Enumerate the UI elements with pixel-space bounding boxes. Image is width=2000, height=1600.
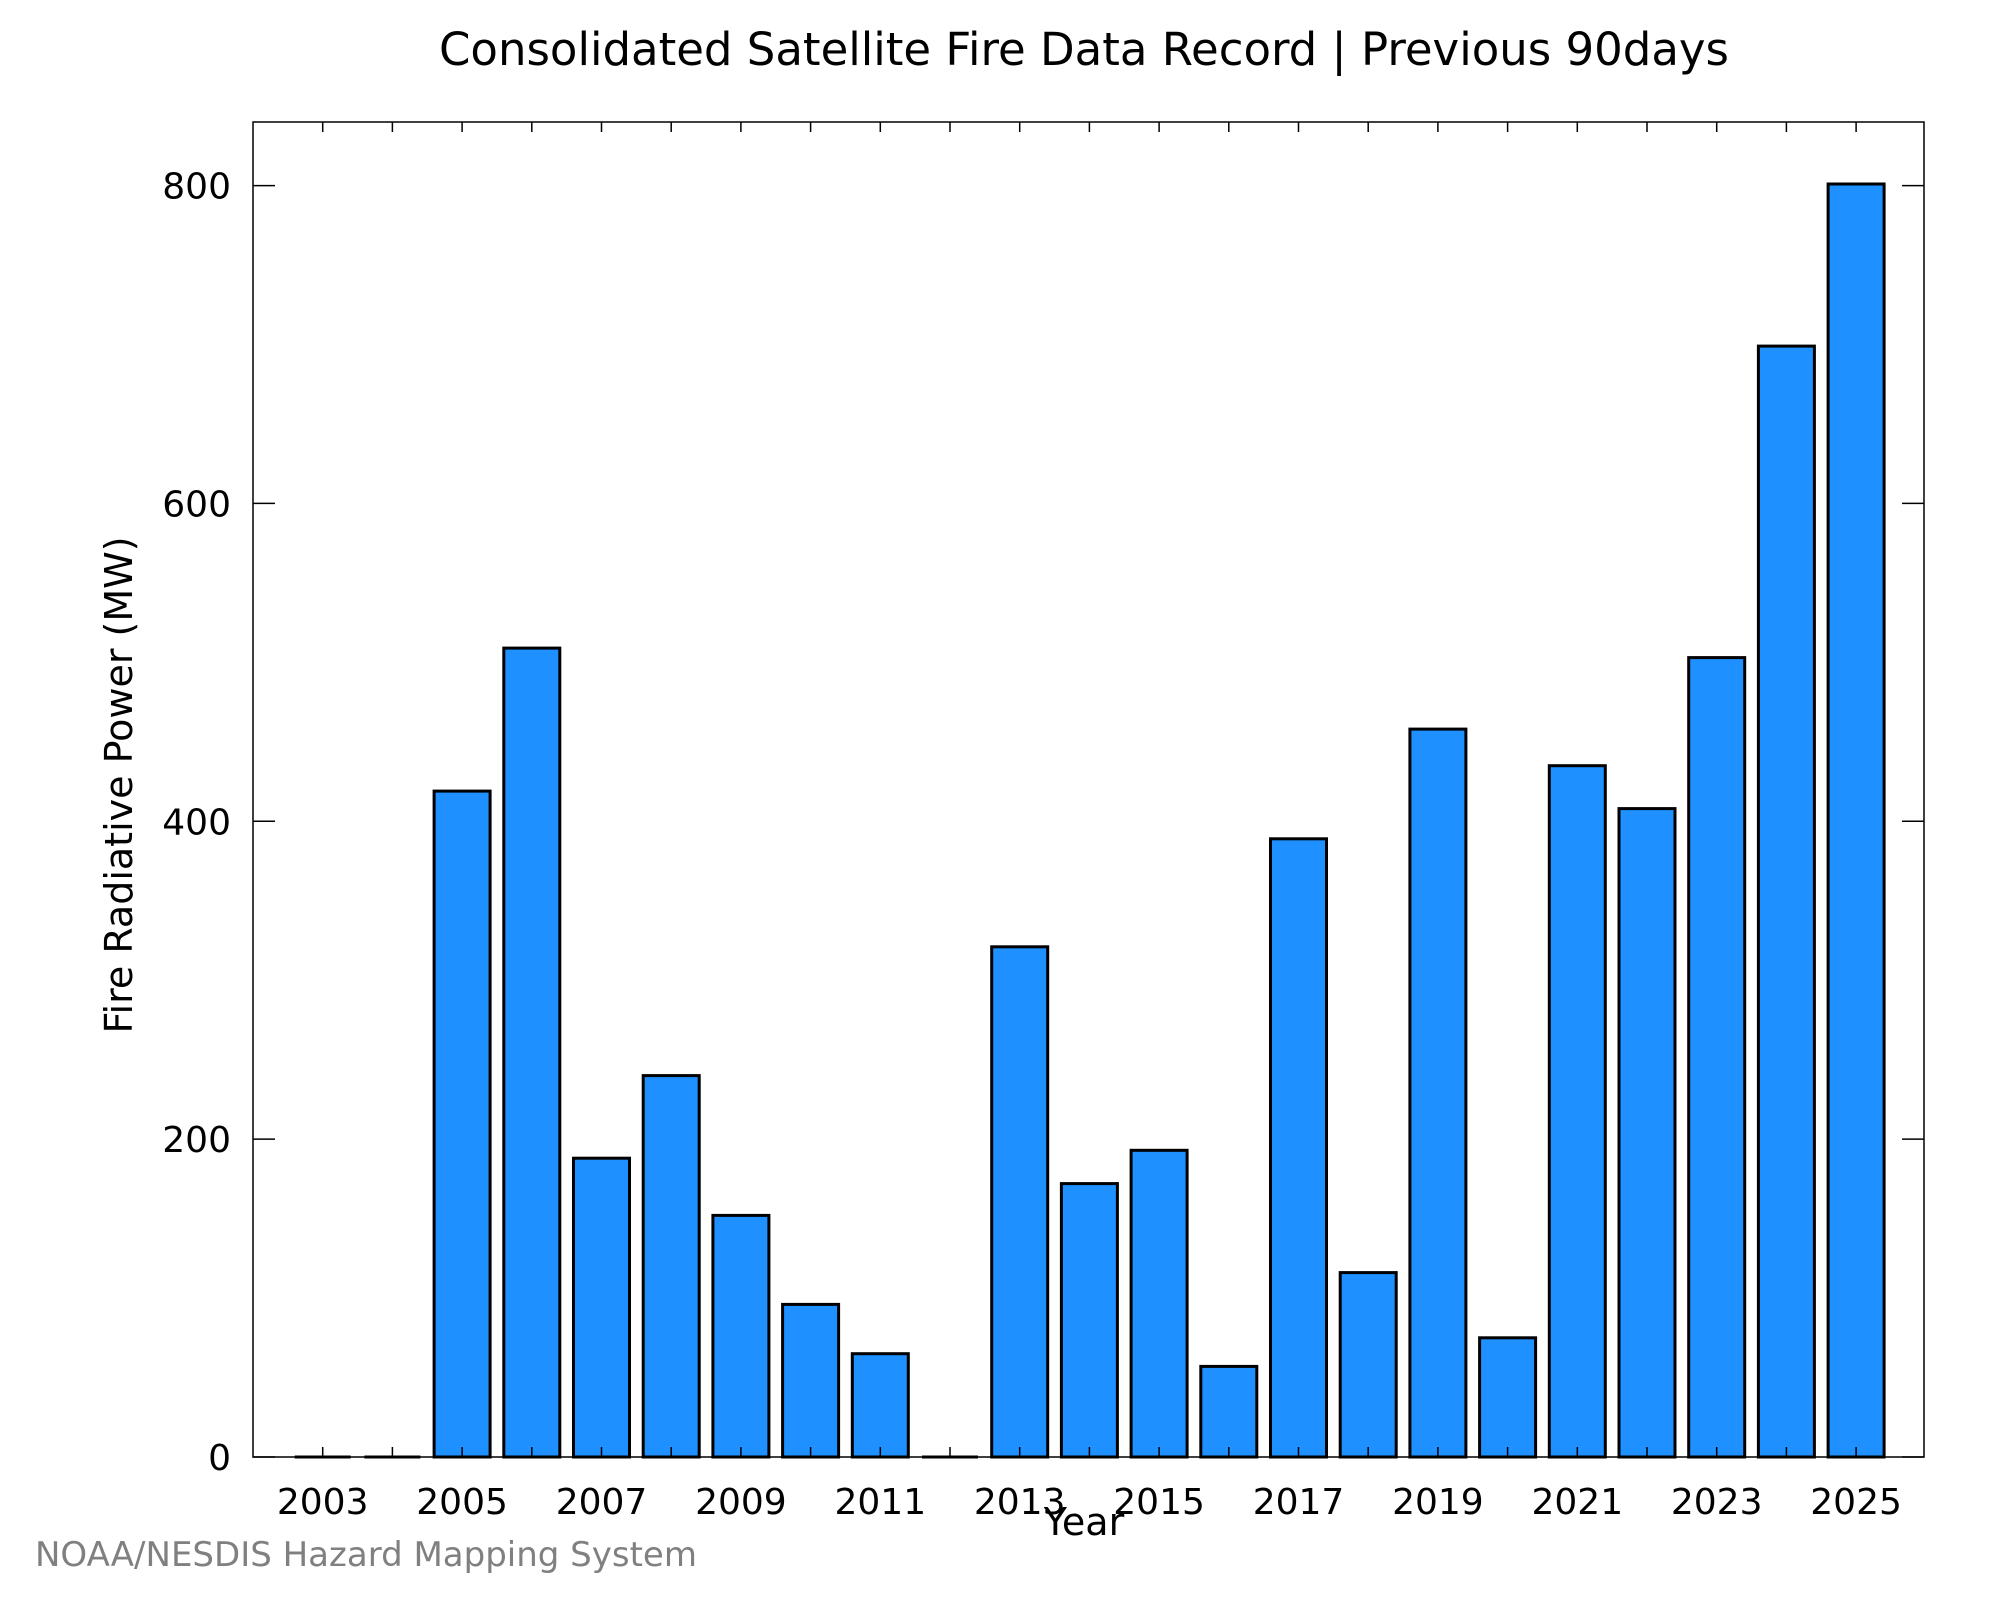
bar-2009 — [711, 1213, 771, 1459]
y-tick-label-400: 400 — [162, 802, 231, 843]
x-tick-label-2025: 2025 — [1810, 1482, 1902, 1523]
x-tick-label-2017: 2017 — [1253, 1482, 1345, 1523]
y-tick-label-200: 200 — [162, 1120, 231, 1161]
x-tick-label-2013: 2013 — [974, 1482, 1066, 1523]
y-axis-label: Fire Radiative Power (MW) — [97, 536, 141, 1033]
bar-2011 — [850, 1352, 910, 1459]
x-tick-label-2015: 2015 — [1113, 1482, 1205, 1523]
bar-2021 — [1547, 764, 1607, 1459]
source-credit: NOAA/NESDIS Hazard Mapping System — [35, 1535, 697, 1575]
x-tick-label-2019: 2019 — [1392, 1482, 1484, 1523]
x-tick-label-2023: 2023 — [1671, 1482, 1763, 1523]
bar-2022 — [1617, 807, 1677, 1459]
y-tick-label-600: 600 — [162, 484, 231, 525]
bar-2023 — [1687, 656, 1747, 1459]
chart-title: Consolidated Satellite Fire Data Record … — [439, 23, 1729, 76]
y-tick-label-800: 800 — [162, 167, 231, 208]
x-tick-label-2009: 2009 — [695, 1482, 787, 1523]
bar-2016 — [1199, 1364, 1259, 1459]
bar-2005 — [432, 789, 492, 1459]
bar-2010 — [781, 1302, 841, 1459]
bar-2007 — [572, 1156, 631, 1459]
x-tick-label-2007: 2007 — [556, 1482, 648, 1523]
x-tick-label-2005: 2005 — [416, 1482, 508, 1523]
y-tick-label-0: 0 — [208, 1438, 231, 1479]
bar-2018 — [1338, 1271, 1398, 1459]
bar-2013 — [990, 945, 1050, 1459]
bar-2014 — [1059, 1182, 1119, 1459]
x-tick-label-2021: 2021 — [1531, 1482, 1623, 1523]
x-tick-label-2011: 2011 — [834, 1482, 926, 1523]
plot-area: 2003 2005 2007 2009 2011 2013 2015 2017 2019 2021… — [162, 121, 1925, 1523]
bar-2019 — [1408, 727, 1468, 1459]
x-axis-label: Year — [1043, 1500, 1125, 1544]
bar-2024 — [1756, 344, 1816, 1459]
bar-2008 — [641, 1074, 701, 1459]
bar-2015 — [1129, 1148, 1189, 1459]
x-tick-label-2003: 2003 — [277, 1482, 369, 1523]
bar-2025 — [1826, 182, 1886, 1459]
bar-2006 — [502, 646, 562, 1459]
bar-2020 — [1478, 1336, 1538, 1459]
bar-2017 — [1269, 837, 1328, 1459]
